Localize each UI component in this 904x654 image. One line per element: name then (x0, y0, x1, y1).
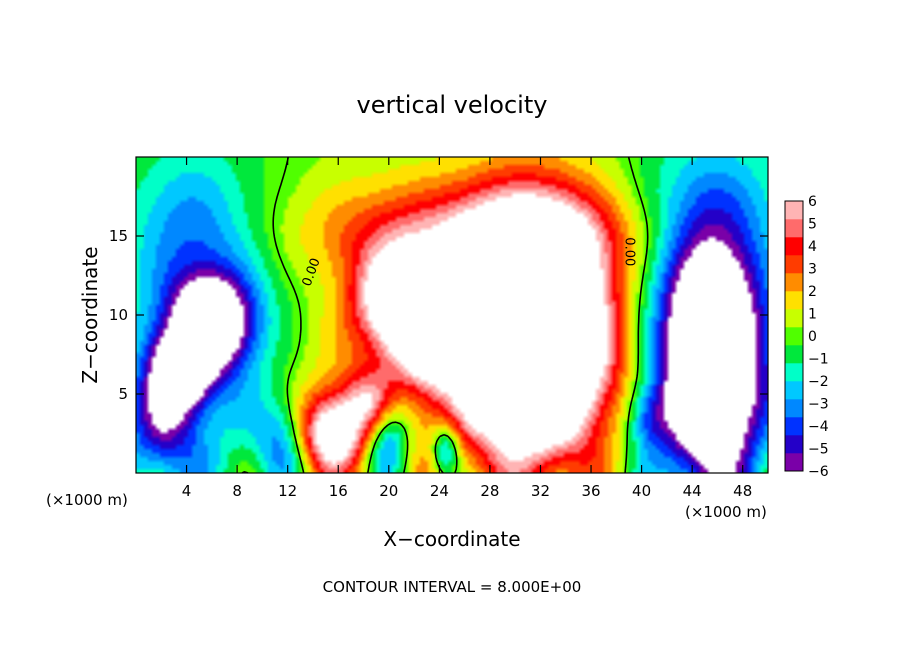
y-axis-label: Z−coordinate (78, 246, 102, 383)
colorbar-swatch (785, 381, 803, 400)
colorbar-swatch (785, 399, 803, 418)
x-tick-label: 24 (430, 482, 449, 500)
x-tick-label: 32 (531, 482, 550, 500)
colorbar-swatch (785, 273, 803, 292)
y-tick-label: 15 (109, 227, 128, 245)
x-tick-label: 16 (329, 482, 348, 500)
colorbar-frame (784, 200, 804, 472)
colorbar-tick-label: 1 (808, 307, 817, 323)
colorbar-swatch (785, 309, 803, 328)
colorbar-swatch (785, 327, 803, 346)
y-axis: 5 10 15 (109, 227, 768, 403)
x-tick-label: 4 (182, 482, 192, 500)
colorbar-swatch (785, 255, 803, 274)
colorbar-tick-label: −5 (808, 442, 829, 458)
colorbar-tick-label: −6 (808, 464, 829, 480)
x-units-right: (×1000 m) (685, 503, 767, 521)
colorbar-swatch (785, 453, 803, 472)
colorbar-swatch (785, 219, 803, 238)
colorbar-tick-label: −1 (808, 352, 829, 368)
colorbar-swatch (785, 291, 803, 310)
colorbar-tick-label: 3 (808, 262, 817, 278)
colorbar-tick-label: 4 (808, 239, 817, 255)
contour-interval-note: CONTOUR INTERVAL = 8.000E+00 (323, 578, 582, 596)
colorbar: 6 5 4 3 2 1 0 −1 −2 −3 −4 −5 −6 (784, 194, 829, 480)
colorbar-tick-label: 6 (808, 194, 817, 210)
y-tick-label: 5 (118, 385, 128, 403)
colorbar-tick-label: 5 (808, 217, 817, 233)
contour-label: 0.00 (621, 237, 636, 266)
colorbar-swatch (785, 363, 803, 382)
x-tick-label: 20 (379, 482, 398, 500)
x-tick-label: 44 (683, 482, 702, 500)
colorbar-tick-label: −4 (808, 419, 829, 435)
chart-title: vertical velocity (357, 91, 548, 119)
x-tick-label: 48 (733, 482, 752, 500)
colorbar-swatch (785, 237, 803, 256)
x-axis: 4 8 12 16 20 24 28 32 36 40 44 48 (182, 157, 752, 500)
colorbar-swatch (785, 345, 803, 364)
colorbar-tick-label: 0 (808, 329, 817, 345)
colorbar-swatch (785, 417, 803, 436)
x-axis-label: X−coordinate (383, 527, 520, 551)
plot-area: 0.000.00 (135, 156, 769, 474)
colorbar-tick-label: −3 (808, 397, 829, 413)
velocity-field (136, 157, 768, 473)
x-tick-label: 36 (581, 482, 600, 500)
x-tick-label: 12 (278, 482, 297, 500)
x-tick-label: 28 (480, 482, 499, 500)
x-units-left: (×1000 m) (46, 491, 128, 509)
y-tick-label: 10 (109, 306, 128, 324)
colorbar-swatch (785, 201, 803, 220)
x-tick-label: 40 (632, 482, 651, 500)
colorbar-tick-label: 2 (808, 284, 817, 300)
x-tick-label: 8 (232, 482, 242, 500)
colorbar-tick-label: −2 (808, 374, 829, 390)
colorbar-swatch (785, 435, 803, 454)
